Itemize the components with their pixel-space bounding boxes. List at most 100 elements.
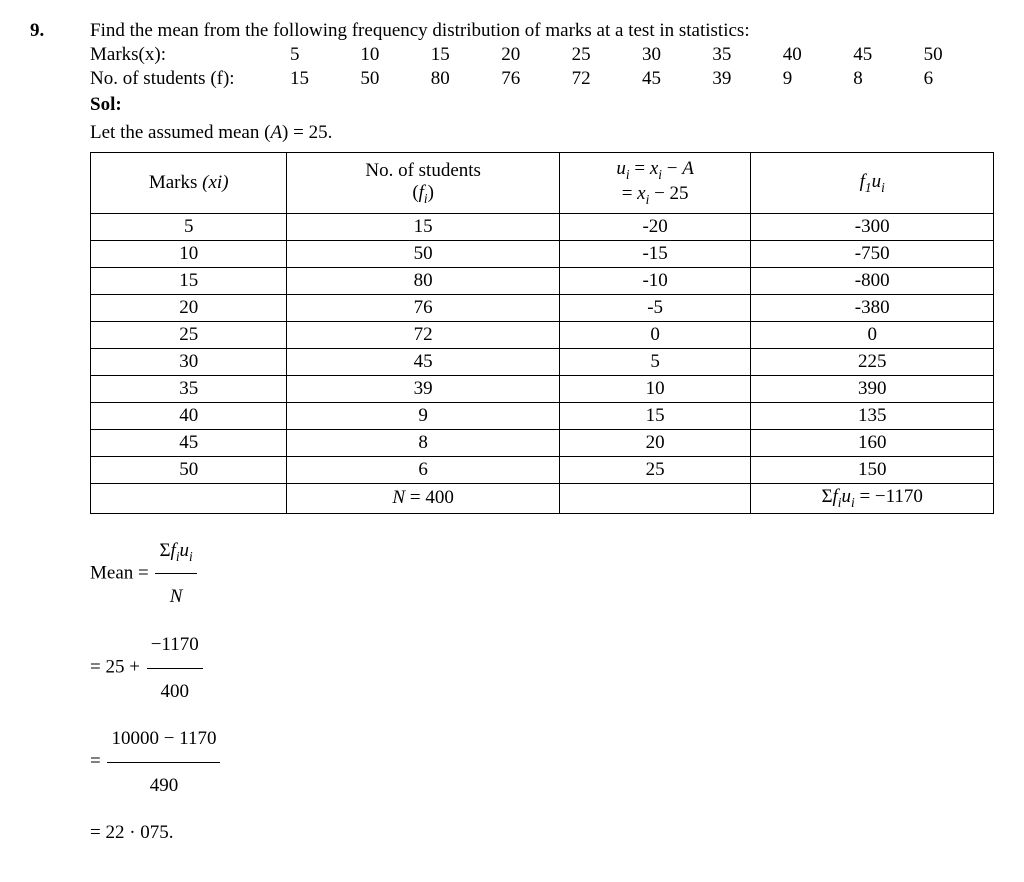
table-cell: 40 xyxy=(91,403,287,430)
mean-label: Mean = xyxy=(90,562,153,583)
students-label: No. of students (f): xyxy=(90,68,290,90)
calculation-table: Marks (xi) No. of students (fi) ui = xi … xyxy=(90,152,994,514)
total-empty xyxy=(91,484,287,514)
table-cell: -380 xyxy=(751,295,994,322)
table-cell: 5 xyxy=(559,349,751,376)
marks-val: 35 xyxy=(712,44,782,66)
table-cell: 10 xyxy=(91,241,287,268)
students-val: 6 xyxy=(924,68,994,90)
assumed-var: A xyxy=(270,122,282,143)
table-row: 50625150 xyxy=(91,457,994,484)
table-cell: 50 xyxy=(287,241,559,268)
students-val: 39 xyxy=(712,68,782,90)
table-row: 40915135 xyxy=(91,403,994,430)
table-row: 45820160 xyxy=(91,430,994,457)
students-val: 76 xyxy=(501,68,571,90)
table-row: 1050-15-750 xyxy=(91,241,994,268)
table-cell: 15 xyxy=(559,403,751,430)
table-cell: 15 xyxy=(91,268,287,295)
table-cell: -5 xyxy=(559,295,751,322)
table-cell: 25 xyxy=(91,322,287,349)
marks-val: 15 xyxy=(431,44,501,66)
table-cell: -750 xyxy=(751,241,994,268)
table-cell: -10 xyxy=(559,268,751,295)
students-row: No. of students (f): 15 50 80 76 72 45 3… xyxy=(90,68,994,90)
table-cell: 9 xyxy=(287,403,559,430)
total-n: N = 400 xyxy=(287,484,559,514)
th-marks-label: Marks xyxy=(149,172,202,193)
table-cell: 30 xyxy=(91,349,287,376)
students-val: 15 xyxy=(290,68,360,90)
students-val: 9 xyxy=(783,68,853,90)
assumed-val: = 25. xyxy=(288,122,332,143)
total-sum: Σfiui = −1170 xyxy=(751,484,994,514)
assumed-prefix: Let the assumed mean xyxy=(90,122,264,143)
eq3-prefix: = xyxy=(90,751,105,772)
total-empty2 xyxy=(559,484,751,514)
table-row: 257200 xyxy=(91,322,994,349)
table-cell: 80 xyxy=(287,268,559,295)
table-cell: 20 xyxy=(91,295,287,322)
th-fu: f1ui xyxy=(751,153,994,214)
marks-val: 5 xyxy=(290,44,360,66)
assumed-mean: Let the assumed mean (A) = 25. xyxy=(90,122,994,144)
th-students-label: No. of students xyxy=(365,160,481,181)
eq-step2: = 25 + −1170400 xyxy=(90,622,994,714)
table-row: 2076-5-380 xyxy=(91,295,994,322)
th-students: No. of students (fi) xyxy=(287,153,559,214)
table-cell: 72 xyxy=(287,322,559,349)
table-cell: 10 xyxy=(559,376,751,403)
table-cell: 135 xyxy=(751,403,994,430)
students-val: 45 xyxy=(642,68,712,90)
table-cell: 39 xyxy=(287,376,559,403)
students-val: 50 xyxy=(360,68,430,90)
students-val: 8 xyxy=(853,68,923,90)
table-cell: -800 xyxy=(751,268,994,295)
marks-val: 50 xyxy=(924,44,994,66)
table-cell: -20 xyxy=(559,214,751,241)
table-cell: 76 xyxy=(287,295,559,322)
eq-mean: Mean = ΣfiuiN xyxy=(90,528,994,620)
table-cell: 50 xyxy=(91,457,287,484)
sol-label: Sol: xyxy=(90,94,994,116)
eq-step3: = 10000 − 1170490 xyxy=(90,716,994,808)
table-row: 515-20-300 xyxy=(91,214,994,241)
table-row: 30455225 xyxy=(91,349,994,376)
marks-val: 30 xyxy=(642,44,712,66)
marks-label: Marks(x): xyxy=(90,44,290,66)
table-cell: 0 xyxy=(751,322,994,349)
table-cell: 45 xyxy=(91,430,287,457)
table-cell: 160 xyxy=(751,430,994,457)
table-cell: 6 xyxy=(287,457,559,484)
table-cell: -15 xyxy=(559,241,751,268)
students-val: 72 xyxy=(572,68,642,90)
table-cell: 15 xyxy=(287,214,559,241)
marks-row: Marks(x): 5 10 15 20 25 30 35 40 45 50 xyxy=(90,44,994,66)
eq-result: = 22 · 075. xyxy=(90,810,994,856)
table-cell: -300 xyxy=(751,214,994,241)
table-row: 353910390 xyxy=(91,376,994,403)
equations: Mean = ΣfiuiN = 25 + −1170400 = 10000 − … xyxy=(90,528,994,856)
table-cell: 5 xyxy=(91,214,287,241)
table-cell: 225 xyxy=(751,349,994,376)
marks-val: 10 xyxy=(360,44,430,66)
table-cell: 150 xyxy=(751,457,994,484)
students-val: 80 xyxy=(431,68,501,90)
table-cell: 0 xyxy=(559,322,751,349)
th-marks: Marks (xi) xyxy=(91,153,287,214)
table-cell: 35 xyxy=(91,376,287,403)
question-text: Find the mean from the following frequen… xyxy=(90,20,994,42)
table-row: 1580-10-800 xyxy=(91,268,994,295)
table-cell: 8 xyxy=(287,430,559,457)
marks-val: 25 xyxy=(572,44,642,66)
marks-val: 40 xyxy=(783,44,853,66)
table-cell: 20 xyxy=(559,430,751,457)
table-cell: 25 xyxy=(559,457,751,484)
marks-val: 20 xyxy=(501,44,571,66)
marks-val: 45 xyxy=(853,44,923,66)
table-cell: 45 xyxy=(287,349,559,376)
th-ui: ui = xi − A = xi − 25 xyxy=(559,153,751,214)
table-cell: 390 xyxy=(751,376,994,403)
question-number: 9. xyxy=(30,20,90,858)
question-body: Find the mean from the following frequen… xyxy=(90,20,994,858)
